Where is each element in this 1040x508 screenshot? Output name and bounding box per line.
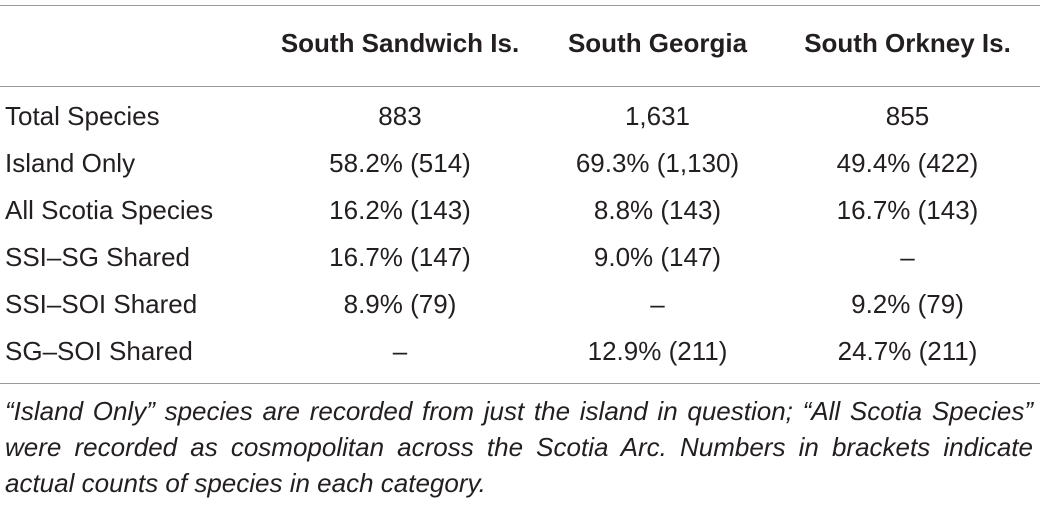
table-cell: 1,631 xyxy=(624,101,691,131)
table-cell: 69.3% (1,130) xyxy=(575,148,740,178)
row-label: Total Species xyxy=(5,101,160,131)
header-cell-south-orkney: South Orkney Is. xyxy=(804,28,1011,58)
table-footnote: “Island Only” species are recorded from … xyxy=(5,396,1033,498)
table-cell: – xyxy=(650,289,665,319)
table-cell: 16.2% (143) xyxy=(329,195,471,225)
table-cell: – xyxy=(900,242,915,272)
row-label: Island Only xyxy=(5,148,136,178)
table-cell: 16.7% (143) xyxy=(836,195,979,225)
table-cell: 8.9% (79) xyxy=(343,289,457,319)
header-cell-south-sandwich: South Sandwich Is. xyxy=(280,28,520,58)
header-cell-south-georgia: South Georgia xyxy=(567,28,748,58)
table-cell: 58.2% (514) xyxy=(329,148,471,178)
table-bottom-rule xyxy=(0,383,1040,384)
table-cell: – xyxy=(392,336,408,366)
table-cell: 49.4% (422) xyxy=(836,148,979,178)
row-label: SG–SOI Shared xyxy=(5,336,193,366)
row-label: All Scotia Species xyxy=(5,195,214,225)
species-table: South Sandwich Is. South Georgia South O… xyxy=(0,16,1040,375)
table-cell: 855 xyxy=(885,101,930,131)
table-row: All Scotia Species 16.2% (143) 8.8% (143… xyxy=(0,187,1040,234)
row-label: SSI–SOI Shared xyxy=(5,289,198,319)
table-header-rule xyxy=(0,86,1040,87)
header-cell-blank xyxy=(0,16,260,71)
table-row: SSI–SG Shared 16.7% (147) 9.0% (147) – xyxy=(0,234,1040,281)
table-cell: 8.8% (143) xyxy=(593,195,722,225)
header-row: South Sandwich Is. South Georgia South O… xyxy=(0,16,1040,71)
table-row: Total Species 883 1,631 855 xyxy=(0,87,1040,140)
table-cell: 9.0% (147) xyxy=(593,242,722,272)
table-row: SG–SOI Shared – 12.9% (211) 24.7% (211) xyxy=(0,328,1040,375)
table-cell: 9.2% (79) xyxy=(851,289,964,319)
table-cell: 883 xyxy=(378,101,422,131)
table-top-rule xyxy=(0,5,1040,6)
row-label: SSI–SG Shared xyxy=(5,242,190,272)
table-row: Island Only 58.2% (514) 69.3% (1,130) 49… xyxy=(0,140,1040,187)
table-cell: 24.7% (211) xyxy=(837,336,978,366)
table-row: SSI–SOI Shared 8.9% (79) – 9.2% (79) xyxy=(0,281,1040,328)
table-cell: 16.7% (147) xyxy=(329,242,471,272)
table-cell: 12.9% (211) xyxy=(587,336,728,366)
